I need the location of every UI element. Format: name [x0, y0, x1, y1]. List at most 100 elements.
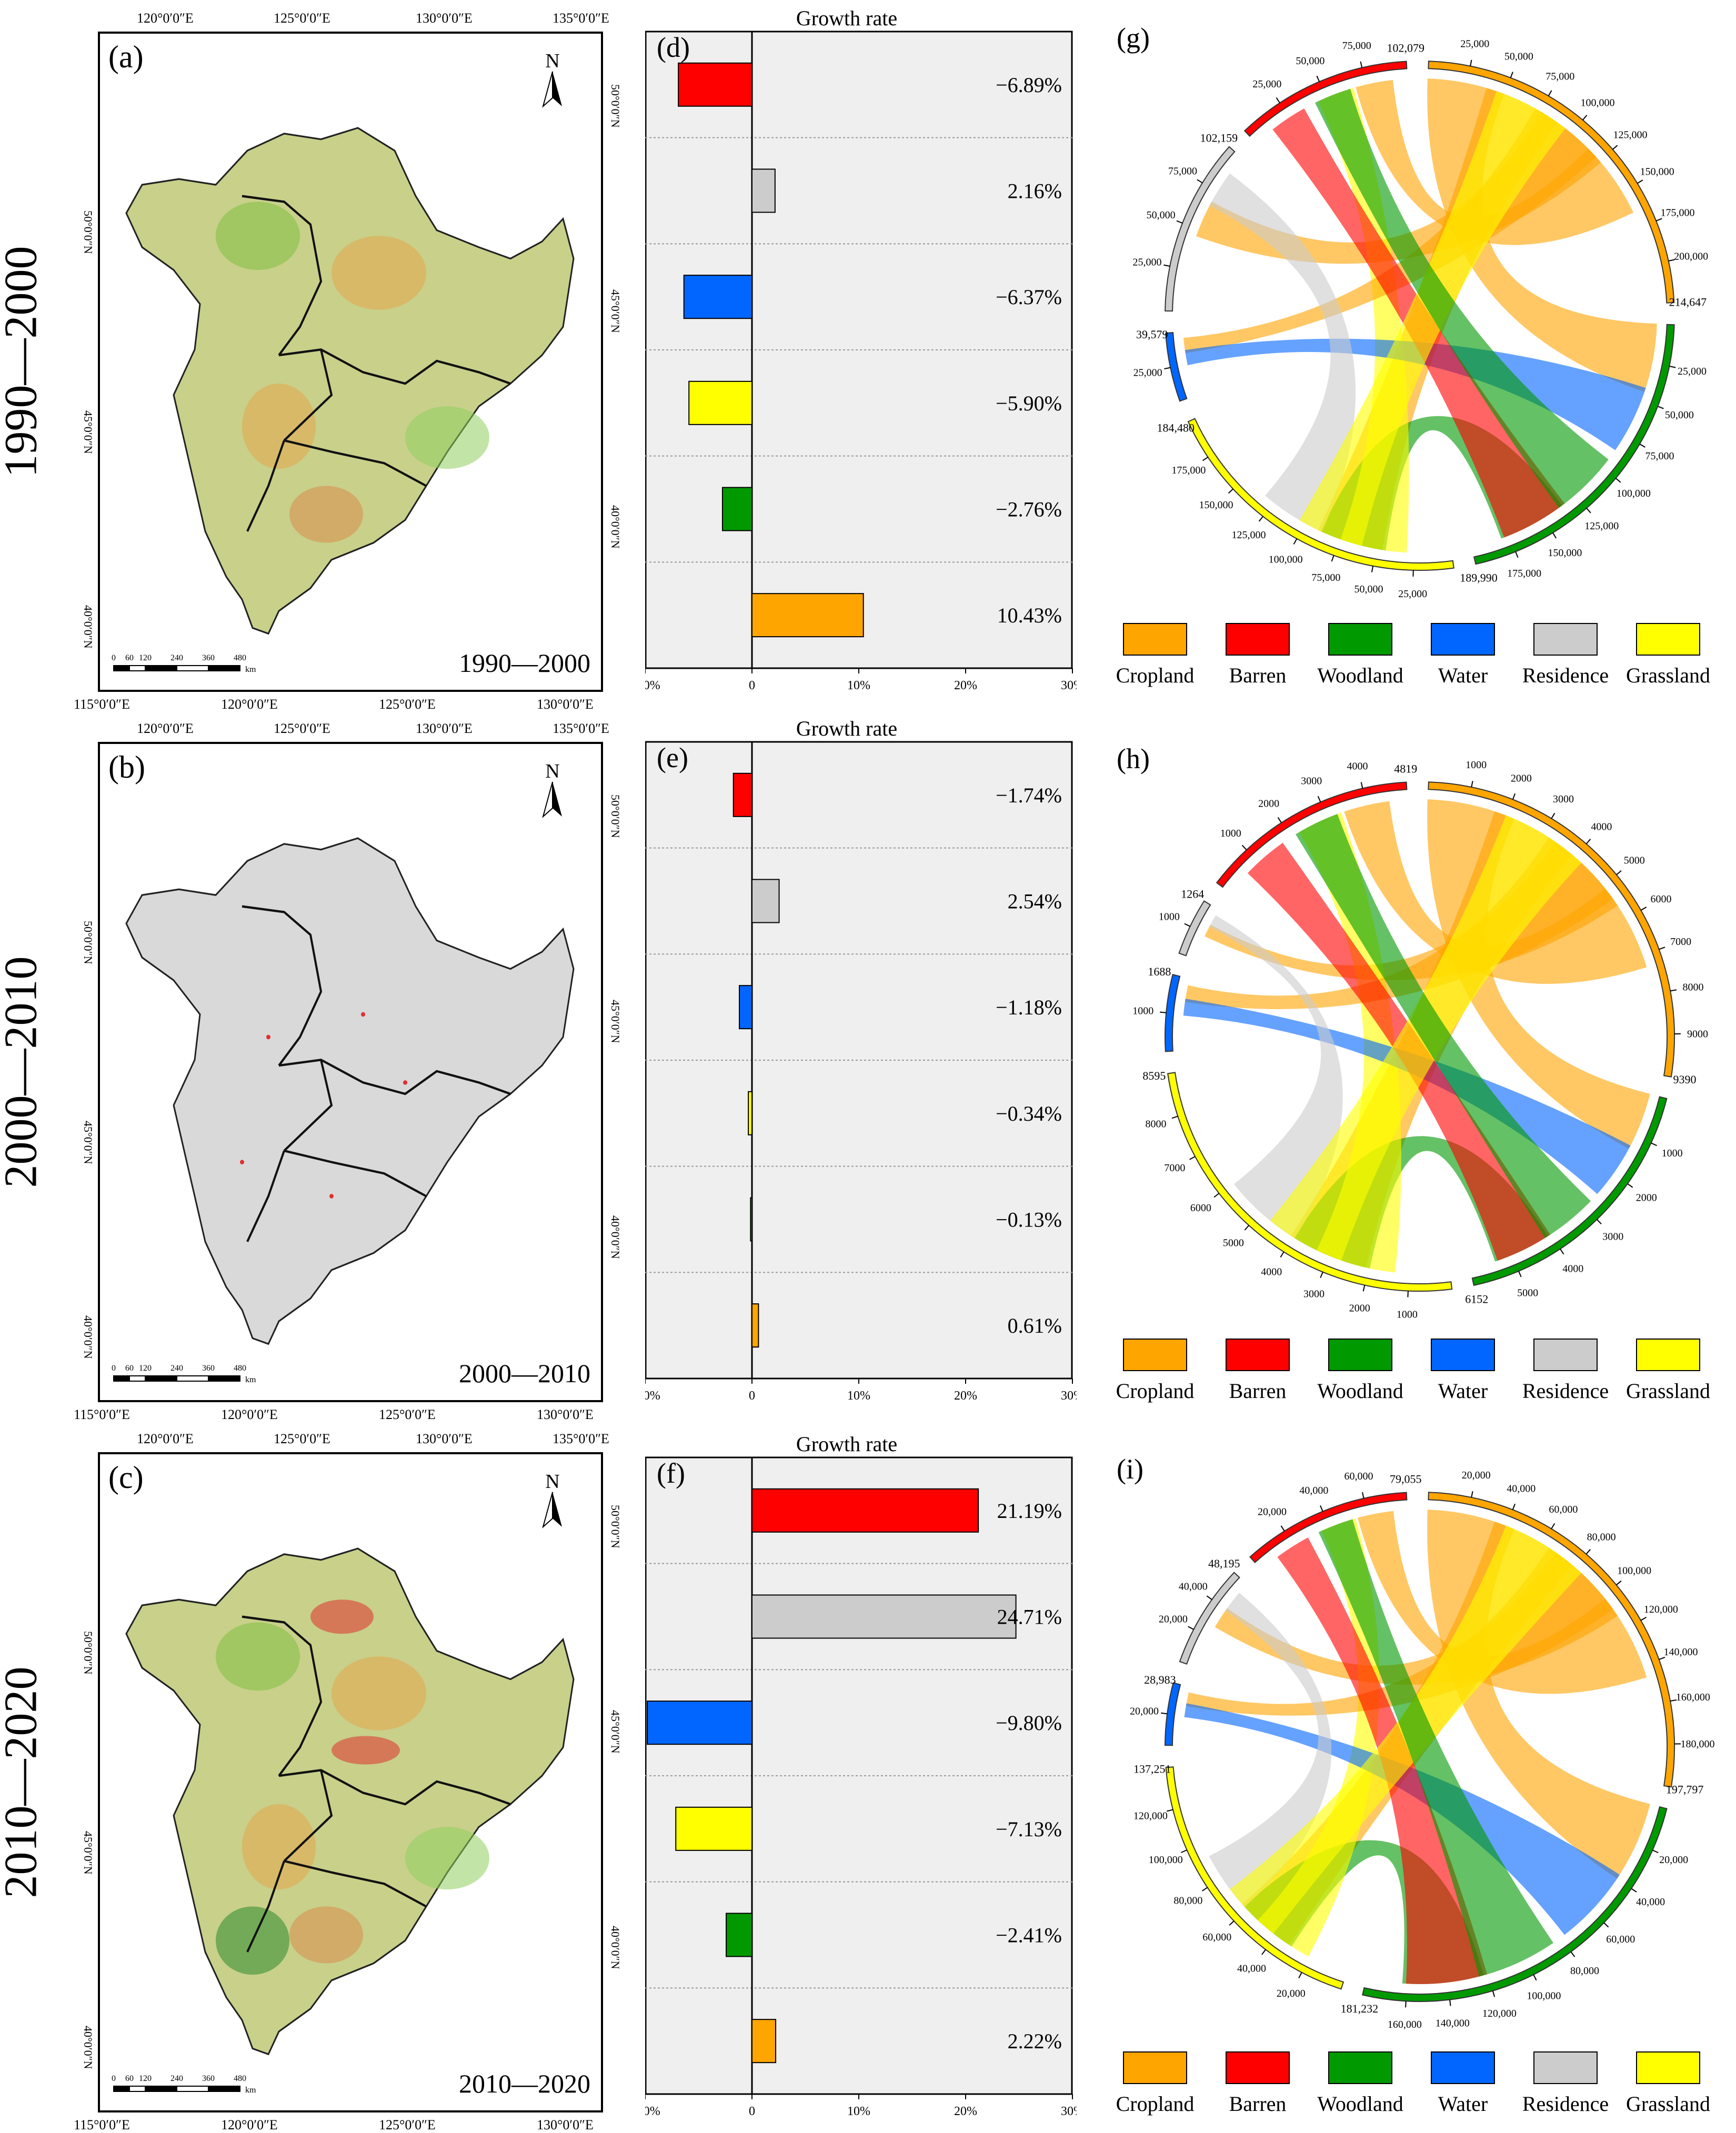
latitude-right-label: 50°0′0″N [608, 84, 622, 128]
arc-tick-label: 5000 [1223, 1237, 1244, 1249]
arc-tick-label: 50,000 [1296, 55, 1324, 67]
legend-swatch-barren [1226, 623, 1289, 655]
longitude-top-label: 125°0′0″E [274, 11, 330, 26]
arc-tick-label: 20,000 [1130, 1706, 1159, 1717]
arc-total-label: 39,579 [1136, 328, 1168, 341]
longitude-top-label: 135°0′0″E [553, 1431, 609, 1447]
x-tick-label: −10% [645, 1389, 660, 1403]
arc-tick-label: 125,000 [1613, 129, 1647, 140]
longitude-bottom-label: 125°0′0″E [379, 697, 436, 712]
arc-tick-label: 75,000 [1645, 450, 1674, 462]
latitude-left-label: 40°0′0″N [81, 2026, 95, 2069]
bar-water [684, 275, 752, 318]
arc-tick-label: 40,000 [1507, 1483, 1536, 1494]
arc-total-label: 102,079 [1387, 42, 1425, 55]
arc-total-label: 48,195 [1208, 1557, 1240, 1570]
arc-tick-label: 100,000 [1527, 1990, 1561, 2001]
arc-tick-label: 100,000 [1617, 488, 1651, 499]
arc-tick-label: 4000 [1562, 1263, 1583, 1274]
longitude-top-label: 125°0′0″E [274, 721, 330, 737]
arc-tick-label: 120,000 [1133, 1810, 1168, 1822]
longitude-top-label: 125°0′0″E [274, 1431, 330, 1447]
negative-region [645, 1457, 752, 2094]
x-tick-label: 0 [749, 1389, 755, 1403]
arc-tick-label: 1000 [1466, 759, 1487, 771]
arc-total-label: 184,480 [1157, 421, 1195, 434]
arc-tick-label: 120,000 [1482, 2008, 1517, 2019]
north-arrow-icon: N [531, 1470, 574, 1533]
arc-tick-label: 100,000 [1149, 1854, 1183, 1866]
bar-value-label: −1.18% [996, 995, 1062, 1019]
arc-tick-label: 60,000 [1344, 1471, 1373, 1482]
chart-title: Growth rate [796, 717, 897, 740]
arc-tick-label: 25,000 [1133, 367, 1162, 379]
scale-tick: 60 [125, 2074, 134, 2083]
land-cover-patch [289, 486, 363, 543]
legend-swatch-grassland [1637, 1339, 1700, 1371]
latitude-left-label: 45°0′0″N [81, 1831, 95, 1875]
land-cover-patch [332, 236, 426, 309]
bar-value-label: −6.37% [996, 285, 1062, 309]
row-label-1990-2000: 1990—2000 [0, 32, 42, 692]
arc-tick-label: 40,000 [1237, 1963, 1266, 1974]
north-label: N [545, 760, 559, 782]
legend-label: Water [1438, 1379, 1488, 1403]
arc-tick-label: 20,000 [1277, 1988, 1306, 1999]
arc-tick-label: 4000 [1347, 760, 1368, 772]
scale-tick: 240 [170, 2074, 183, 2083]
arc-tick-label: 1000 [1132, 1005, 1153, 1017]
arc-tick-label: 150,000 [1199, 499, 1233, 511]
x-tick-label: −10% [645, 679, 660, 692]
legend-label: Woodland [1317, 663, 1403, 687]
bar-barren [752, 1489, 978, 1532]
x-tick-label: 0 [749, 2105, 755, 2118]
arc-tick-label: 50,000 [1665, 409, 1694, 421]
arc-tick-label: 100,000 [1580, 97, 1614, 108]
chord-diagram-3: (i)20,00040,00060,00080,000100,000120,00… [1109, 1436, 1730, 2031]
arc-tick-label: 60,000 [1202, 1931, 1231, 1943]
legend-label: Woodland [1317, 1379, 1403, 1403]
land-cover-patch [332, 1736, 400, 1765]
arc-tick-label: 80,000 [1173, 1895, 1202, 1907]
longitude-bottom-label: 125°0′0″E [379, 2117, 436, 2133]
arc-tick-label: 60,000 [1549, 1504, 1578, 1515]
land-cover-speck [361, 1012, 365, 1017]
legend-swatch-barren [1226, 1339, 1289, 1371]
longitude-top-label: 120°0′0″E [137, 1431, 194, 1447]
scale-tick: 360 [202, 2074, 215, 2083]
legend-swatch-cropland [1123, 623, 1187, 655]
legend-label: Cropland [1116, 2092, 1195, 2116]
bar-value-label: −2.76% [996, 498, 1062, 521]
bar-barren [678, 63, 752, 106]
bar-cropland [752, 1304, 758, 1347]
north-label: N [545, 1471, 559, 1493]
arc-tick-label: 5000 [1624, 855, 1645, 867]
legend-swatch-water [1431, 2052, 1494, 2084]
chart-title: Growth rate [796, 6, 897, 30]
arc-total-label: 9390 [1673, 1073, 1697, 1086]
arc-total-label: 1264 [1181, 888, 1204, 901]
chart-panel-label: (f) [657, 1457, 685, 1489]
bar-value-label: −6.89% [996, 73, 1062, 97]
arc-tick-label: 25,000 [1398, 588, 1427, 600]
latitude-right-label: 45°0′0″N [608, 1710, 622, 1754]
legend-label: Barren [1229, 1379, 1287, 1403]
bar-value-label: 10.43% [997, 603, 1062, 627]
scale-tick: 120 [139, 1364, 152, 1373]
bar-value-label: −7.13% [996, 1817, 1062, 1841]
land-cover-patch [310, 1599, 374, 1634]
bar-woodland [726, 1914, 752, 1957]
arc-tick-label: 75,000 [1546, 71, 1574, 82]
arc-tick-label: 125,000 [1231, 529, 1266, 541]
longitude-bottom-label: 115°0′0″E [74, 2117, 130, 2133]
latitude-right-label: 40°0′0″N [608, 1926, 622, 1969]
arc-tick-label: 9000 [1687, 1028, 1708, 1040]
arc-tick-label: 4000 [1261, 1266, 1282, 1278]
latitude-right-label: 50°0′0″N [608, 794, 622, 838]
arc-total-label: 102,159 [1200, 132, 1238, 145]
scale-unit: km [245, 2086, 256, 2095]
longitude-bottom-label: 120°0′0″E [221, 2117, 278, 2133]
arc-total-label: 6152 [1465, 1292, 1488, 1305]
